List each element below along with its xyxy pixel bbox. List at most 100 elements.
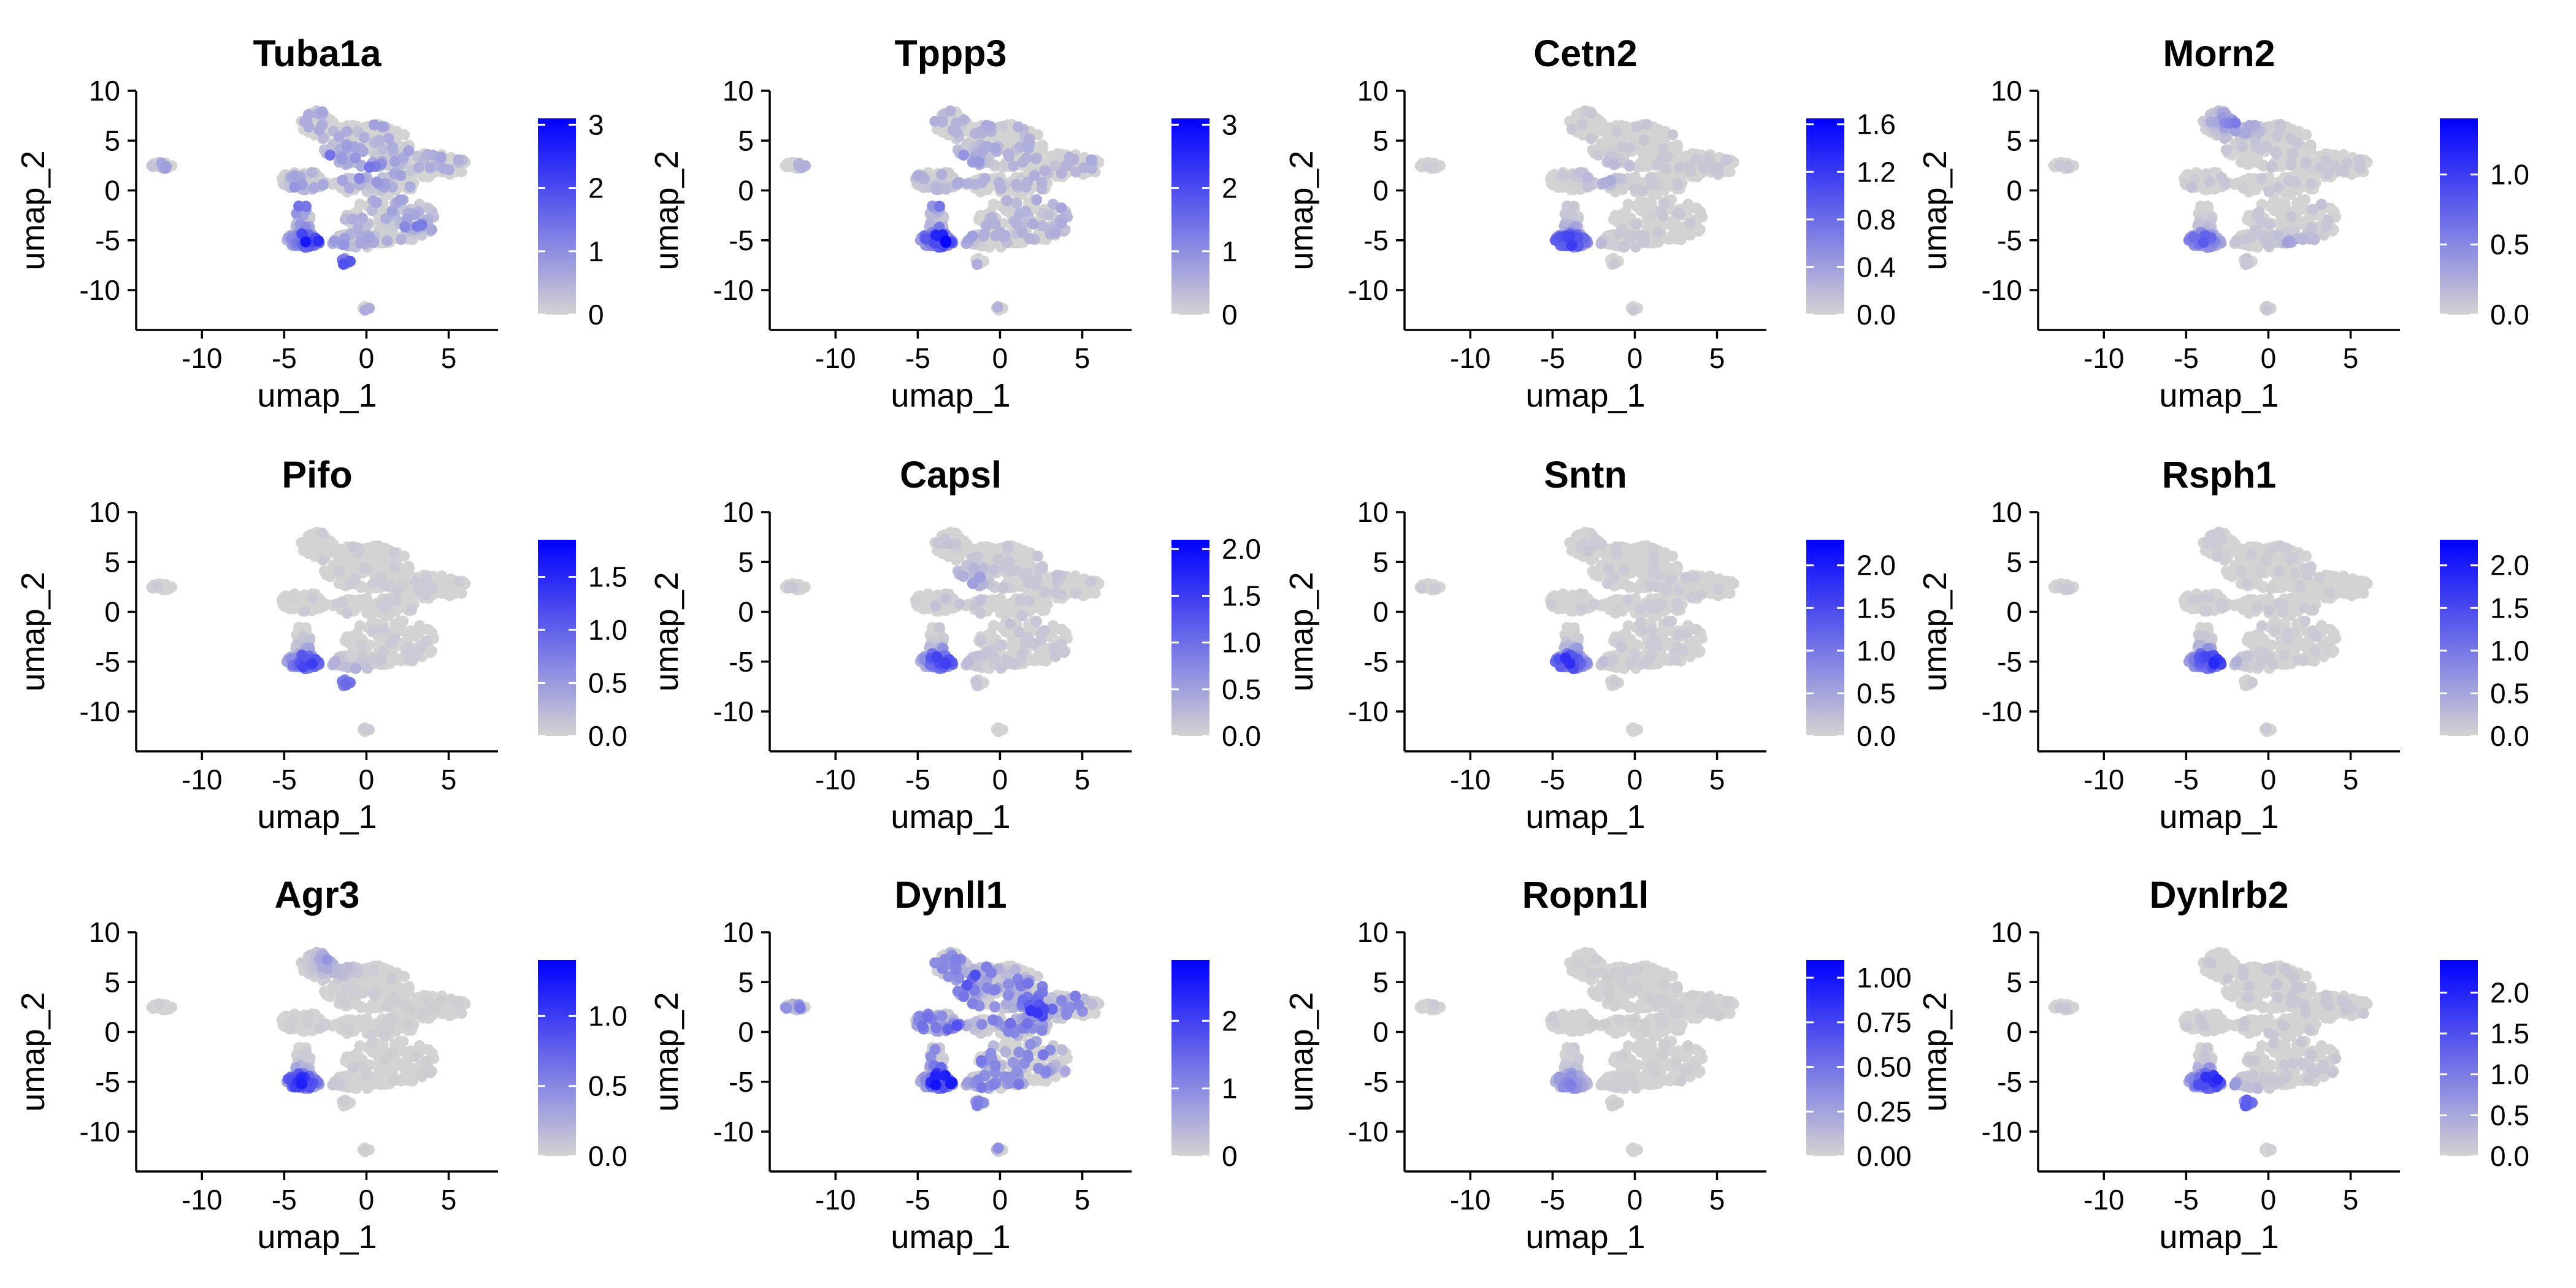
cell-point	[1636, 624, 1647, 636]
cell-point	[1020, 205, 1032, 217]
cell-point	[962, 657, 973, 669]
cell-point	[1050, 587, 1062, 599]
cell-point	[1056, 202, 1067, 214]
cell-point	[1603, 562, 1614, 573]
cell-point	[438, 163, 450, 174]
cell-point	[1013, 626, 1025, 638]
cell-point	[1037, 220, 1048, 232]
cell-point	[992, 722, 1004, 734]
cell-point	[1600, 598, 1611, 610]
cell-point	[1010, 178, 1022, 190]
colorbar-tick-label: 0	[588, 299, 604, 331]
cell-point	[1713, 583, 1725, 595]
cell-point	[1607, 654, 1619, 665]
colorbar-tick-label: 2.0	[1222, 533, 1261, 565]
cell-point	[1585, 133, 1597, 145]
cell-point	[1721, 154, 1733, 166]
cell-point	[1429, 583, 1441, 594]
cell-point	[910, 594, 921, 606]
cell-point	[350, 152, 361, 164]
cell-point	[363, 232, 375, 243]
y-tick-label: 10	[89, 496, 120, 528]
colorbar-tick-label: 0	[1222, 299, 1238, 331]
cell-point	[2266, 161, 2277, 173]
cell-point	[1669, 654, 1681, 666]
cell-point	[2261, 140, 2272, 152]
y-tick-label: 0	[2006, 175, 2022, 207]
cell-point	[453, 154, 464, 166]
cell-point	[1671, 642, 1683, 653]
cell-point	[337, 175, 348, 186]
cell-point	[1003, 150, 1015, 162]
cell-point	[968, 562, 980, 574]
cell-point	[355, 160, 367, 172]
y-tick-label: -10	[80, 274, 120, 306]
cell-point	[1695, 589, 1707, 600]
cell-point	[1017, 227, 1028, 238]
panel-title: Tppp3	[895, 33, 1007, 74]
cell-point	[1557, 170, 1568, 182]
x-axis-label: umap_1	[891, 377, 1010, 414]
cell-point	[1608, 213, 1619, 225]
cell-point	[1056, 167, 1067, 179]
colorbar-tick-label: 1.0	[2490, 158, 2529, 190]
cell-point	[2320, 155, 2332, 166]
cell-point	[2241, 232, 2252, 244]
cell-point	[1684, 218, 1696, 229]
cell-point	[1671, 598, 1682, 610]
y-tick-label: 0	[738, 596, 754, 628]
cell-point	[1589, 598, 1600, 610]
cell-point	[1653, 227, 1664, 239]
colorbar-tick-label: 0.0	[2490, 299, 2529, 331]
y-tick-label: 10	[1991, 75, 2022, 107]
cell-point	[2198, 237, 2209, 248]
cell-point	[2282, 237, 2293, 248]
cell-point	[364, 161, 375, 173]
cell-point	[333, 131, 345, 143]
y-tick-label: -10	[1348, 274, 1389, 306]
cell-point	[306, 658, 318, 670]
cell-point	[1056, 639, 1067, 650]
cell-point	[1052, 569, 1063, 581]
cell-point	[1660, 197, 1671, 209]
cell-point	[412, 220, 423, 232]
cell-point	[2341, 158, 2353, 169]
cell-point	[380, 602, 392, 614]
cell-point	[1684, 160, 1695, 172]
cell-point	[347, 213, 358, 225]
cell-point	[1049, 227, 1061, 239]
cell-point	[1669, 232, 1681, 243]
y-tick-label: 10	[1357, 75, 1389, 107]
cell-point	[933, 201, 945, 212]
cell-point	[1005, 618, 1016, 630]
cell-point	[334, 565, 345, 577]
cell-point	[399, 221, 411, 232]
cell-point	[1612, 604, 1623, 615]
cell-point	[1056, 218, 1067, 229]
cell-point	[1647, 603, 1658, 615]
y-tick-label: -10	[1982, 274, 2022, 306]
cell-point	[1043, 209, 1054, 221]
x-axis-label: umap_1	[1525, 377, 1645, 414]
cell-point	[2270, 147, 2281, 158]
cell-point	[361, 607, 373, 619]
cell-point	[1013, 121, 1024, 132]
cell-point	[1030, 153, 1041, 164]
x-axis-label: umap_1	[2159, 377, 2279, 414]
panel-title: Cetn2	[1533, 33, 1637, 74]
cell-point	[316, 106, 328, 118]
cell-point	[1598, 656, 1609, 667]
cell-point	[2316, 199, 2328, 210]
cell-point	[361, 662, 373, 674]
cell-point	[1681, 572, 1692, 583]
cell-point	[972, 259, 983, 270]
cell-point	[421, 572, 432, 583]
x-axis-label: umap_1	[257, 377, 377, 414]
cell-point	[341, 126, 353, 137]
cell-point	[1622, 594, 1633, 605]
cell-point	[2241, 253, 2253, 264]
cell-point	[1085, 154, 1097, 166]
cell-point	[1039, 586, 1051, 597]
cell-point	[1662, 616, 1674, 627]
